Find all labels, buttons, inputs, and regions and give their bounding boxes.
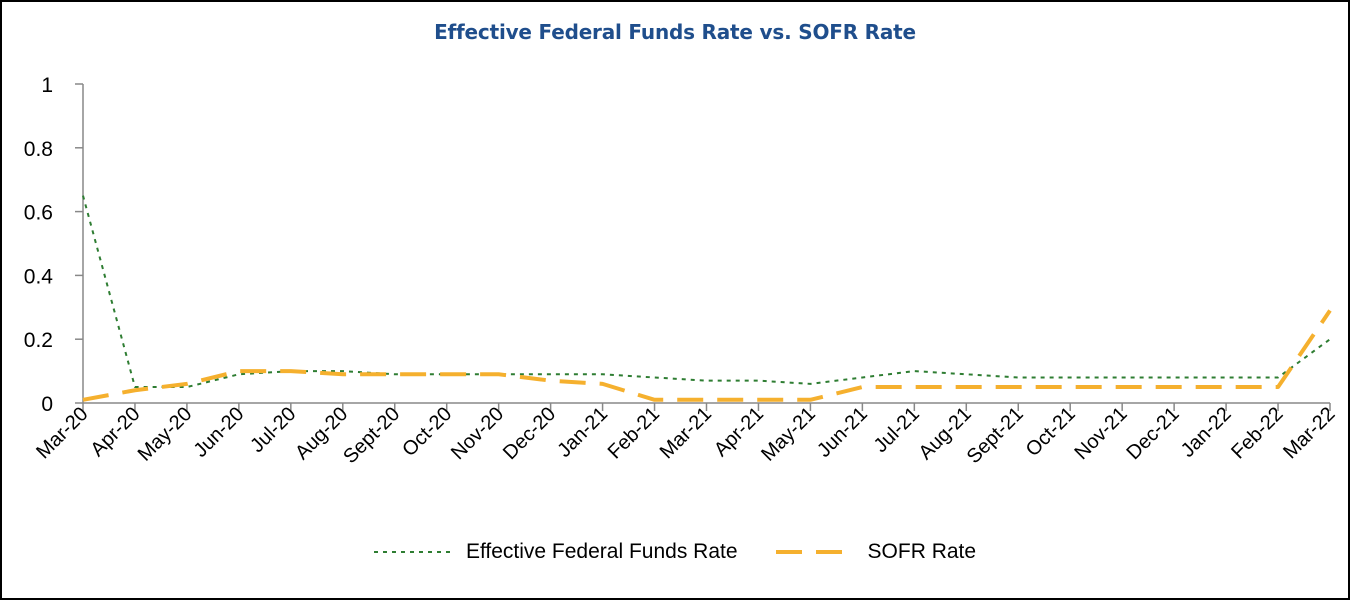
legend-label-effr: Effective Federal Funds Rate (465, 540, 738, 563)
x-tick-label: Dec-21 (1123, 403, 1184, 464)
x-tick-label: May-20 (134, 403, 197, 466)
x-tick-label: Dec-20 (499, 403, 560, 464)
x-tick-label: Feb-21 (604, 403, 664, 463)
y-tick-label: 0.2 (24, 329, 53, 352)
x-tick-label: Jan-22 (1177, 403, 1236, 462)
legend-label-sofr: SOFR Rate (867, 540, 977, 563)
y-tick-label: 0.4 (24, 265, 54, 288)
x-tick-label: Nov-21 (1071, 403, 1132, 464)
series-line-effr (82, 195, 1331, 389)
x-tick-label: Mar-22 (1279, 403, 1339, 463)
y-tick-label: 0.8 (24, 138, 53, 161)
y-tick-label: 0 (41, 393, 53, 416)
x-tick-label: May-21 (757, 403, 820, 466)
y-tick-label: 1 (41, 74, 53, 97)
chart-title: Effective Federal Funds Rate vs. SOFR Ra… (434, 20, 916, 44)
legend-swatch-effr (373, 549, 454, 555)
x-tick-label: Jun-21 (813, 403, 872, 462)
legend-swatch-sofr (775, 549, 856, 555)
x-tick-label: Jun-20 (190, 403, 249, 462)
series-line-sofr (82, 309, 1332, 402)
x-tick-label: Oct-20 (398, 403, 456, 461)
x-tick-label: Sept-20 (339, 403, 404, 468)
x-tick-label: Nov-20 (447, 403, 508, 464)
x-tick-label: Oct-21 (1022, 403, 1080, 461)
x-tick-label: Feb-22 (1227, 403, 1287, 463)
x-tick-label: Mar-21 (656, 403, 716, 463)
legend-item-sofr: SOFR Rate (775, 540, 977, 564)
legend-item-effr: Effective Federal Funds Rate (373, 540, 738, 564)
legend: Effective Federal Funds Rate SOFR Rate (0, 540, 1350, 564)
x-tick-label: Jan-21 (553, 403, 612, 462)
y-tick-label: 0.6 (24, 202, 53, 225)
x-tick-label: Sept-21 (963, 403, 1028, 468)
